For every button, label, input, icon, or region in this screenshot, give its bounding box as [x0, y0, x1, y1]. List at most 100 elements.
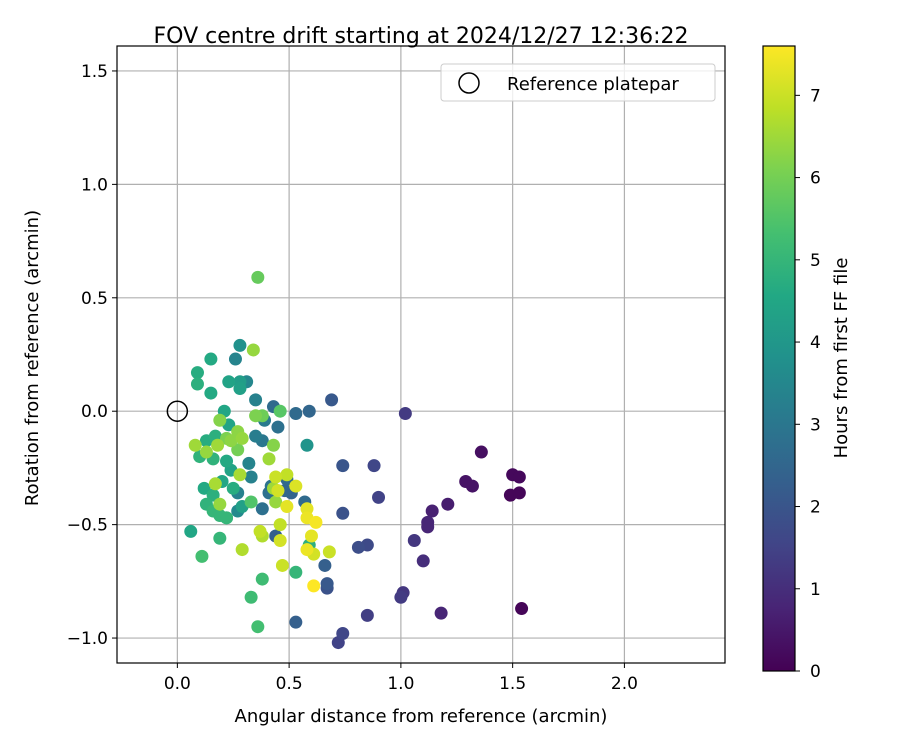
- legend-marker-open-circle: [458, 72, 480, 94]
- x-tick-label: 0.5: [276, 674, 303, 694]
- data-point: [255, 572, 269, 586]
- data-point: [220, 454, 234, 468]
- data-point: [474, 445, 488, 459]
- data-point: [271, 484, 285, 498]
- data-point: [271, 420, 285, 434]
- data-point: [208, 477, 222, 491]
- colorbar-label: Hours from first FF file: [831, 258, 852, 459]
- data-point: [289, 565, 303, 579]
- data-point: [199, 445, 213, 459]
- data-point: [255, 502, 269, 516]
- data-point: [280, 499, 294, 513]
- x-tick-label: 2.0: [611, 674, 638, 694]
- y-tick-label: −0.5: [67, 516, 108, 536]
- data-point: [269, 495, 283, 509]
- colorbar-ticks: 0 1 2 3 4 5 6 7: [795, 86, 821, 682]
- data-point: [289, 479, 303, 493]
- data-point: [273, 534, 287, 548]
- data-point: [515, 602, 529, 616]
- data-point: [336, 627, 350, 641]
- data-point: [360, 608, 374, 622]
- colorbar-tick-label: 3: [810, 415, 821, 435]
- data-point: [269, 470, 283, 484]
- data-point: [280, 468, 294, 482]
- data-point: [190, 377, 204, 391]
- data-point: [398, 406, 412, 420]
- legend-label: Reference platepar: [507, 74, 679, 95]
- data-point: [206, 488, 220, 502]
- x-axis-ticks: 0.0 0.5 1.0 1.5 2.0: [164, 663, 638, 694]
- data-point: [235, 431, 249, 445]
- colorbar-tick-label: 1: [810, 580, 821, 600]
- data-point: [300, 438, 314, 452]
- data-point: [249, 393, 263, 407]
- data-point: [367, 459, 381, 473]
- x-tick-label: 1.5: [499, 674, 526, 694]
- data-point: [325, 393, 339, 407]
- data-point: [235, 543, 249, 557]
- data-point: [184, 524, 198, 538]
- data-point: [465, 479, 479, 493]
- data-point: [262, 452, 276, 466]
- colorbar-tick-label: 4: [810, 333, 821, 353]
- data-point: [322, 545, 336, 559]
- data-point: [300, 543, 314, 557]
- data-point: [416, 554, 430, 568]
- data-point: [228, 352, 242, 366]
- data-point: [421, 520, 435, 534]
- data-point: [336, 459, 350, 473]
- y-tick-label: 0.5: [81, 289, 108, 309]
- y-axis-label: Rotation from reference (arcmin): [22, 210, 43, 506]
- data-point: [244, 590, 258, 604]
- data-point: [197, 481, 211, 495]
- data-point: [253, 524, 267, 538]
- data-point: [224, 434, 238, 448]
- data-point: [304, 529, 318, 543]
- data-point: [273, 518, 287, 532]
- reference-platepar-marker: [166, 400, 189, 422]
- data-point: [242, 456, 256, 470]
- data-point: [273, 404, 287, 418]
- plot-frame: [116, 45, 726, 664]
- data-point: [300, 502, 314, 516]
- data-point: [213, 531, 227, 545]
- data-point: [222, 375, 236, 389]
- data-point: [307, 579, 321, 593]
- legend: Reference platepar: [440, 63, 716, 102]
- data-point: [372, 490, 386, 504]
- data-point: [226, 481, 240, 495]
- data-point: [233, 338, 247, 352]
- data-point: [512, 486, 526, 500]
- data-point: [266, 438, 280, 452]
- data-point: [244, 470, 258, 484]
- data-point: [204, 352, 218, 366]
- data-point: [249, 409, 263, 423]
- x-tick-label: 1.0: [387, 674, 414, 694]
- colorbar-tick-label: 5: [810, 251, 821, 271]
- data-point: [188, 438, 202, 452]
- y-tick-label: 1.5: [81, 62, 108, 82]
- data-point: [320, 577, 334, 591]
- data-point: [289, 615, 303, 629]
- data-point: [233, 468, 247, 482]
- data-point: [425, 504, 439, 518]
- data-point: [351, 540, 365, 554]
- colorbar-tick-label: 2: [810, 498, 821, 518]
- data-point: [407, 534, 421, 548]
- data-point: [246, 343, 260, 357]
- data-point: [251, 270, 265, 284]
- x-axis-label: Angular distance from reference (arcmin): [235, 706, 608, 727]
- grid-lines: [117, 46, 725, 663]
- colorbar-tick-label: 6: [810, 169, 821, 189]
- y-tick-label: 1.0: [81, 175, 108, 195]
- data-point: [434, 606, 448, 620]
- data-point: [275, 558, 289, 572]
- chart-title: FOV centre drift starting at 2024/12/27 …: [154, 24, 689, 49]
- data-point: [309, 515, 323, 529]
- data-point: [211, 438, 225, 452]
- data-points: [184, 270, 529, 650]
- colorbar: [762, 45, 796, 672]
- x-tick-label: 0.0: [164, 674, 191, 694]
- data-point: [251, 620, 265, 634]
